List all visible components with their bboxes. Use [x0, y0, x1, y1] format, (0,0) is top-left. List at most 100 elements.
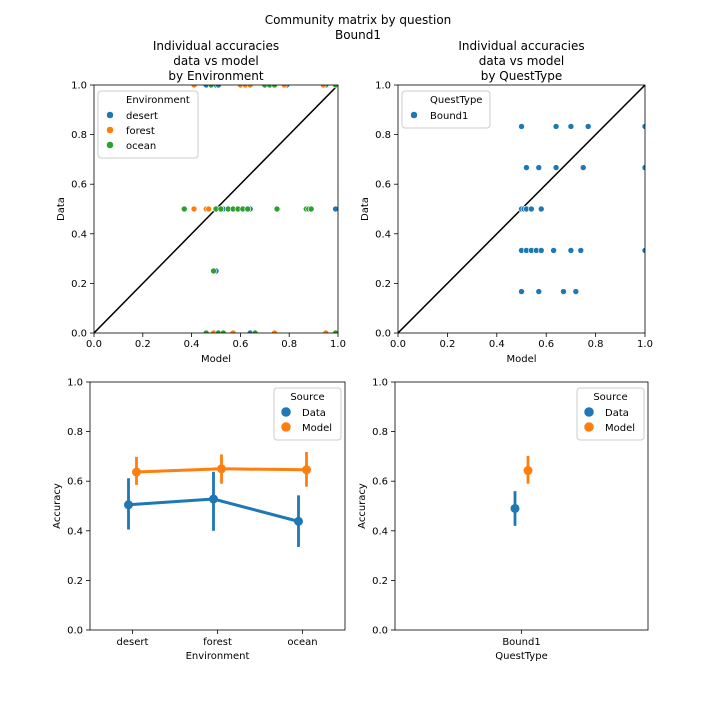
x-tick-label: 1.0 [330, 339, 346, 350]
x-tick-label: 0.8 [588, 339, 604, 350]
scatter-point-Bound1 [560, 288, 567, 295]
figure-suptitle-line2: Bound1 [335, 28, 381, 42]
scatter-point-forest [320, 85, 327, 89]
x-tick-label: 0.4 [489, 339, 505, 350]
x-tick-label: 0.6 [232, 339, 248, 350]
scatter-point-desert [246, 329, 254, 333]
scatter-point-desert [332, 205, 338, 213]
legend: Source Data Model [273, 387, 342, 441]
x-tick-label: Bound1 [502, 637, 540, 648]
y-axis-label: Accuracy [52, 483, 63, 529]
scatter-point-ocean [180, 205, 188, 213]
scatter-point-Bound1 [550, 247, 557, 254]
scatter-point-ocean [251, 329, 259, 333]
y-tick-label: 0.0 [375, 329, 391, 340]
scatter-point-forest [322, 329, 330, 333]
panel-4: Bound1 0.0 0.2 0.4 0.6 0.8 1.0 QuestType Accurac… [357, 378, 649, 662]
x-tick-label: 0.2 [135, 339, 151, 350]
scatter-point-forest [271, 329, 278, 333]
y-tick-label: 0.4 [67, 526, 83, 537]
point-marker-Data [124, 500, 133, 510]
panel-3: desert forest ocean 0.0 0.2 0.4 0.6 0.8 1.0 Envir… [52, 378, 346, 662]
legend-marker-Data [280, 406, 292, 418]
plot-area [398, 85, 645, 333]
panel-title-line: Individual accuracies [458, 39, 584, 53]
legend-box [97, 90, 199, 159]
axes-frame [93, 84, 339, 334]
plot-area [510, 455, 533, 526]
legend-label: Model [302, 423, 332, 434]
y-axis-label: Data [360, 197, 371, 221]
panel-title-line: data vs model [479, 54, 564, 68]
scatter-point-ocean [210, 267, 217, 275]
scatter-point-Bound1 [572, 288, 580, 295]
y-tick-label: 0.8 [67, 427, 83, 438]
point-marker-Data [294, 516, 303, 526]
legend-marker-Data [583, 406, 595, 418]
legend: QuestType Bound1 [401, 90, 491, 129]
y-tick-label: 0.8 [375, 130, 391, 141]
y-tick-label: 1.0 [372, 378, 388, 389]
legend: Source Data Model [576, 387, 645, 441]
axes-frame [397, 84, 646, 334]
plot-area [124, 451, 311, 547]
legend-label: ocean [126, 141, 156, 152]
scatter-point-Bound1 [641, 164, 645, 171]
scatter-point-desert [215, 85, 222, 89]
legend-title: QuestType [430, 95, 482, 106]
x-tick-label: forest [203, 637, 232, 648]
x-axis-label: Environment [186, 651, 250, 662]
scatter-point-desert [202, 85, 210, 89]
x-axis-label: QuestType [495, 651, 547, 662]
x-tick-label: 0.2 [439, 339, 455, 350]
figure-suptitle-line1: Community matrix by question [265, 13, 452, 27]
y-tick-label: 0.0 [372, 626, 388, 637]
y-tick-label: 0.6 [375, 180, 391, 191]
legend: Environment desert forest ocean [97, 90, 199, 159]
y-axis-label: Accuracy [357, 483, 368, 529]
y-tick-label: 0.6 [67, 477, 83, 488]
scatter-point-ocean [261, 85, 269, 89]
x-tick-label: 0.0 [390, 339, 406, 350]
y-tick-label: 0.2 [375, 279, 391, 290]
scatter-point-Bound1 [535, 288, 543, 295]
x-tick-label: 0.8 [281, 339, 297, 350]
legend-marker-forest [106, 126, 114, 134]
legend-label: desert [126, 111, 158, 122]
legend-label: Bound1 [430, 111, 468, 122]
scatter-point-ocean [266, 85, 273, 89]
legend-title: Source [593, 392, 627, 403]
point-marker-Model [302, 465, 311, 475]
y-tick-label: 0.8 [71, 130, 87, 141]
legend-label: Data [605, 408, 629, 419]
legend-label: Data [302, 408, 326, 419]
scatter-point-forest [281, 85, 288, 89]
scatter-point-forest [205, 205, 212, 213]
scatter-point-Bound1 [518, 288, 525, 295]
scatter-point-Bound1 [552, 164, 560, 171]
point-marker-Model [132, 467, 141, 477]
y-tick-label: 0.4 [372, 526, 388, 537]
legend-title: Source [290, 392, 324, 403]
scatter-point-ocean [220, 329, 227, 333]
y-tick-label: 0.8 [372, 427, 388, 438]
scatter-point-Bound1 [567, 123, 575, 130]
y-tick-label: 0.4 [71, 229, 87, 240]
x-tick-label: 0.0 [86, 339, 102, 350]
x-axis-label: Model [506, 354, 536, 365]
axes-frame [89, 381, 346, 631]
scatter-point-ocean [202, 329, 210, 333]
y-tick-label: 0.2 [67, 576, 83, 587]
legend-marker-Model [280, 421, 292, 433]
y-tick-label: 0.0 [71, 329, 87, 340]
y-tick-label: 0.2 [372, 576, 388, 587]
point-marker-Data [209, 494, 218, 504]
x-axis-label: Model [201, 354, 231, 365]
y-tick-label: 0.6 [71, 180, 87, 191]
scatter-point-ocean [207, 85, 215, 89]
scatter-point-forest [246, 85, 254, 89]
scatter-point-Bound1 [641, 123, 645, 130]
scatter-point-Bound1 [523, 164, 530, 171]
